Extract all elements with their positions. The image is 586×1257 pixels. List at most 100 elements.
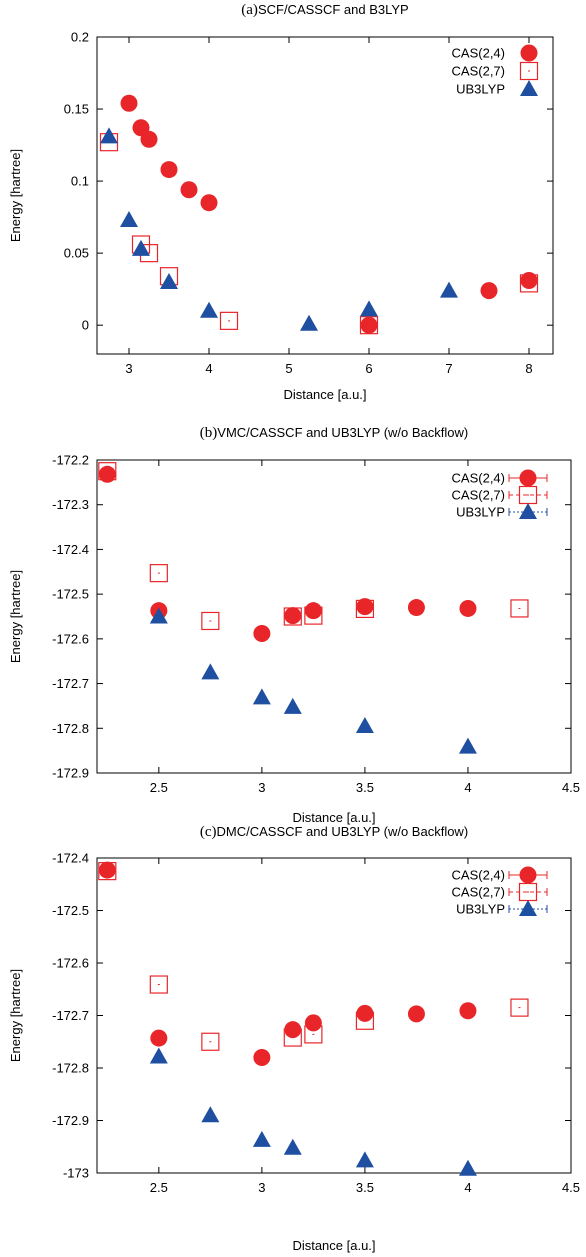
series-cas-2-4 [120, 94, 538, 334]
series-cas-2-4 [98, 465, 477, 642]
data-point [519, 274, 539, 293]
legend-label: UB3LYP [456, 505, 505, 520]
data-point-errorbar [148, 252, 150, 254]
data-point [355, 717, 374, 734]
x-tick-label: 4 [205, 361, 212, 376]
data-point [149, 607, 168, 624]
data-point [132, 239, 150, 256]
legend: CAS(2,4) CAS(2,7) UB3LYP [452, 469, 548, 520]
legend-marker [519, 503, 537, 519]
data-point [219, 311, 239, 330]
y-tick-label: -172.6 [52, 631, 89, 646]
data-point [284, 607, 302, 625]
x-tick-label: 3.5 [356, 1180, 374, 1195]
y-tick-label: -172.2 [52, 453, 89, 468]
chart-title-text: VMC/CASSCF and UB3LYP (w/o Backflow) [217, 425, 468, 440]
y-tick-label: -172.3 [52, 497, 89, 512]
y-tick-label: -172.4 [52, 851, 89, 866]
data-point [283, 1138, 302, 1155]
x-axis-label: Distance [a.u.] [292, 1238, 375, 1253]
legend-label: CAS(2,7) [452, 488, 505, 503]
data-point-errorbar [518, 607, 521, 609]
x-tick-label: 6 [365, 361, 372, 376]
legend-marker [519, 900, 537, 916]
chart-title: (c)DMC/CASSCF and UB3LYP (w/o Backflow) [200, 824, 468, 840]
data-point [150, 1029, 168, 1047]
legend: CAS(2,4) CAS(2,7) UB3LYP [452, 866, 548, 917]
data-point [201, 663, 220, 680]
chart-title-text: DMC/CASSCF and UB3LYP (w/o Backflow) [217, 824, 469, 839]
legend-label: UB3LYP [456, 902, 505, 917]
data-point [284, 1021, 302, 1039]
plot-frame [96, 459, 572, 774]
data-point-errorbar [291, 616, 294, 617]
data-point [356, 1004, 374, 1022]
x-tick-label: 8 [525, 361, 532, 376]
data-point [200, 301, 218, 318]
data-point [98, 462, 117, 481]
y-tick-label: -172.9 [52, 766, 89, 781]
data-point [459, 599, 477, 617]
data-point [356, 598, 374, 616]
legend-label: CAS(2,7) [452, 885, 505, 900]
data-point [359, 316, 379, 335]
legend-marker [520, 44, 538, 62]
data-point [480, 282, 498, 300]
panel-b: (b)VMC/CASSCF and UB3LYP (w/o Backflow) 2… [8, 425, 580, 825]
legend-marker [519, 61, 539, 81]
legend-marker-errorbar [527, 494, 529, 496]
chart-title: (a)SCF/CASSCF and B3LYP [241, 2, 408, 18]
data-point [98, 862, 117, 881]
x-axis-label: Distance [a.u.] [283, 387, 366, 402]
legend-label: CAS(2,7) [452, 64, 505, 79]
y-tick-label: -172.8 [52, 1061, 89, 1076]
y-tick-label: 0.2 [71, 30, 89, 45]
data-point [201, 1106, 220, 1123]
data-point [304, 602, 322, 620]
legend-marker-errorbar [528, 70, 530, 72]
data-point-errorbar [106, 470, 109, 472]
y-axis-label: Energy [hartree] [8, 969, 23, 1062]
data-point [100, 127, 118, 144]
data-point [300, 314, 318, 331]
x-axis-label: Distance [a.u.] [292, 810, 375, 825]
x-tick-label: 4 [464, 1180, 471, 1195]
series-ub3lyp [149, 607, 477, 754]
data-point-errorbar [228, 320, 230, 322]
panel-tag: (b) [200, 425, 218, 441]
data-point [201, 611, 220, 631]
y-tick-label: 0.05 [64, 246, 89, 261]
y-tick-label: -172.8 [52, 721, 89, 736]
legend-marker-errorbar [527, 891, 529, 893]
data-point [407, 599, 425, 617]
legend-marker [519, 866, 537, 884]
data-point-errorbar [157, 572, 160, 574]
data-point [252, 688, 271, 705]
x-tick-label: 5 [285, 361, 292, 376]
y-tick-label: 0.15 [64, 102, 89, 117]
panel-tag: (a) [241, 2, 258, 18]
y-tick-label: 0 [82, 318, 89, 333]
y-tick-label: -172.5 [52, 903, 89, 918]
x-tick-label: 3 [125, 361, 132, 376]
data-point [304, 606, 323, 625]
y-axis-label: Energy [hartree] [8, 149, 23, 242]
y-tick-label: -172.7 [52, 1008, 89, 1023]
x-tick-label: 3 [258, 1180, 265, 1195]
data-point [355, 599, 375, 618]
panel-a: (a)SCF/CASSCF and B3LYP 3 4 5 6 7 8 0 0.05 0.1 0.1… [8, 2, 554, 402]
data-point [120, 94, 138, 112]
series-cas-2-4 [98, 861, 477, 1066]
data-point [360, 300, 378, 317]
legend-marker [519, 469, 537, 487]
x-tick-label: 4.5 [562, 1180, 580, 1195]
y-tick-label: -172.7 [52, 676, 89, 691]
panel-c: (c)DMC/CASSCF and UB3LYP (w/o Backflow) 2… [8, 824, 580, 1253]
legend-label: CAS(2,4) [452, 46, 505, 61]
x-tick-label: 2.5 [150, 1180, 168, 1195]
data-point [283, 607, 302, 626]
data-point [149, 1047, 168, 1064]
x-tick-label: 3.5 [356, 780, 374, 795]
y-tick-label: -173 [63, 1166, 89, 1181]
